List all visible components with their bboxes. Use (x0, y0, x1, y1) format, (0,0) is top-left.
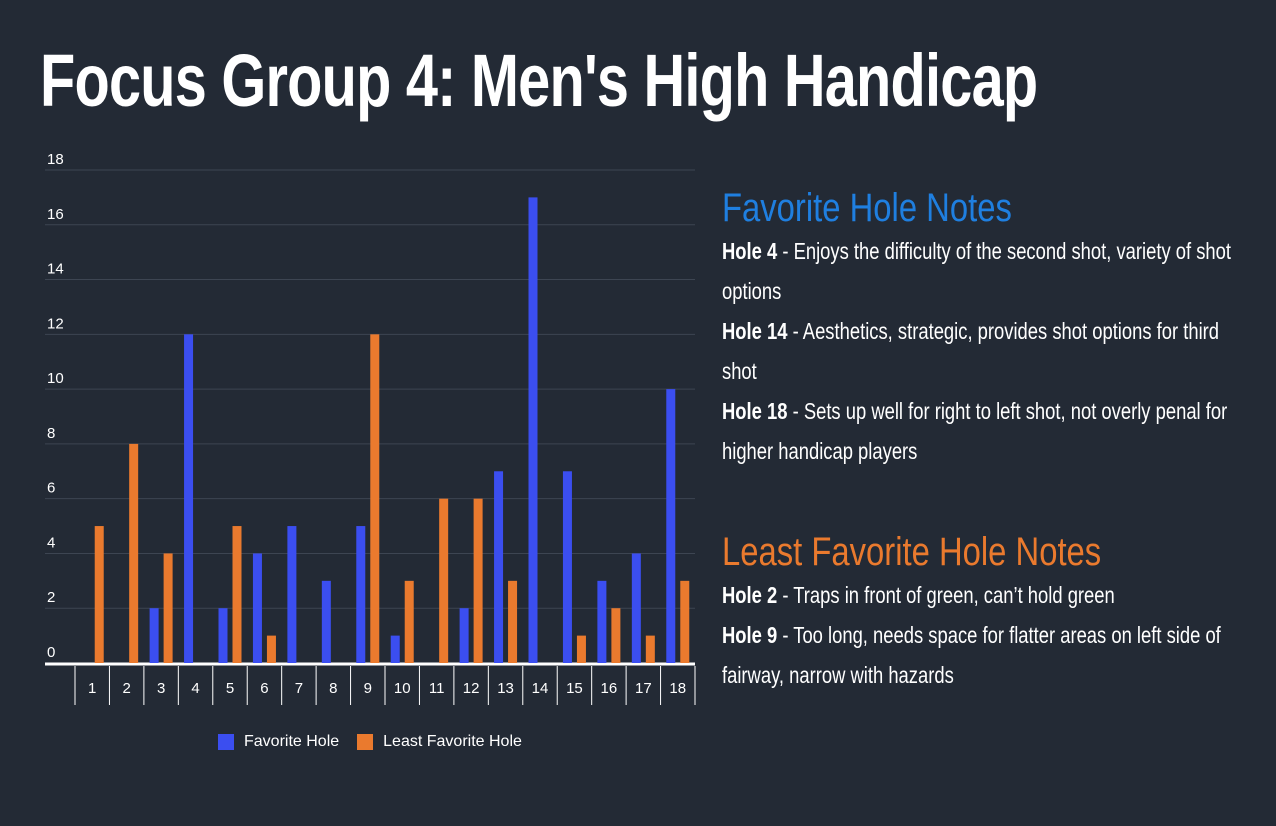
bar-favorite-hole-3 (149, 608, 159, 663)
favorite-note-hole-18: Hole 18 - Sets up well for right to left… (722, 391, 1258, 471)
x-tick-label: 4 (191, 680, 199, 697)
note-hole: Hole 18 (722, 398, 788, 424)
y-tick-label: 18 (47, 151, 64, 168)
y-tick-label: 0 (47, 644, 55, 661)
bar-least-favorite-hole-5 (232, 526, 242, 663)
note-hole: Hole 4 (722, 238, 778, 264)
favorite-note-hole-4: Hole 4 - Enjoys the difficulty of the se… (722, 231, 1258, 311)
bar-favorite-hole-10 (390, 635, 400, 663)
y-tick-label: 12 (47, 315, 64, 332)
legend-swatch-least (357, 734, 374, 750)
bar-favorite-hole-13 (494, 471, 504, 663)
bar-least-favorite-hole-10 (404, 580, 414, 663)
x-tick-label: 5 (226, 680, 234, 697)
x-tick-label: 12 (463, 680, 480, 697)
bar-favorite-hole-8 (321, 580, 331, 663)
x-tick-label: 3 (157, 680, 165, 697)
note-text: - Enjoys the difficulty of the second sh… (722, 238, 1231, 304)
bar-favorite-hole-16 (597, 580, 607, 663)
note-hole: Hole 9 (722, 622, 778, 648)
bar-favorite-hole-15 (562, 471, 572, 663)
y-tick-label: 14 (47, 261, 64, 278)
chart-legend: Favorite Hole Least Favorite Hole (218, 733, 540, 751)
bar-least-favorite-hole-2 (129, 443, 139, 663)
legend-label-least: Least Favorite Hole (383, 733, 522, 750)
bar-least-favorite-hole-15 (576, 635, 586, 663)
x-tick-label: 8 (329, 680, 337, 697)
least-favorite-notes: Least Favorite Hole Notes Hole 2 - Traps… (722, 530, 1267, 695)
bar-favorite-hole-17 (631, 553, 641, 663)
bar-favorite-hole-12 (459, 608, 469, 663)
bar-least-favorite-hole-3 (163, 553, 173, 663)
bar-least-favorite-hole-1 (94, 526, 104, 663)
favorite-note-hole-14: Hole 14 - Aesthetics, strategic, provide… (722, 311, 1258, 391)
y-tick-label: 8 (47, 425, 55, 442)
x-tick-label: 7 (295, 680, 303, 697)
x-tick-label: 18 (669, 680, 686, 697)
bar-least-favorite-hole-13 (508, 580, 518, 663)
x-tick-label: 16 (601, 680, 618, 697)
bar-favorite-hole-7 (287, 526, 297, 663)
bar-favorite-hole-9 (356, 526, 366, 663)
favorite-notes-heading: Favorite Hole Notes (722, 186, 1012, 230)
bar-least-favorite-hole-18 (680, 580, 690, 663)
x-tick-label: 2 (122, 680, 130, 697)
y-tick-label: 2 (47, 589, 55, 606)
y-tick-label: 4 (47, 534, 55, 551)
note-text: - Sets up well for right to left shot, n… (722, 398, 1228, 464)
y-tick-label: 6 (47, 480, 55, 497)
bar-least-favorite-hole-12 (473, 498, 483, 663)
bar-least-favorite-hole-11 (439, 498, 449, 663)
x-tick-label: 15 (566, 680, 583, 697)
bar-least-favorite-hole-17 (645, 635, 655, 663)
x-tick-label: 1 (88, 680, 96, 697)
bar-favorite-hole-18 (666, 389, 676, 663)
bar-least-favorite-hole-9 (370, 334, 380, 663)
x-tick-label: 9 (364, 680, 372, 697)
legend-swatch-favorite (218, 734, 234, 750)
bar-least-favorite-hole-6 (266, 635, 276, 663)
legend-favorite: Favorite Hole (218, 733, 339, 751)
x-tick-label: 11 (429, 680, 445, 697)
least-note-hole-9: Hole 9 - Too long, needs space for flatt… (722, 615, 1258, 695)
note-hole: Hole 14 (722, 318, 788, 344)
note-text: - Traps in front of green, can’t hold gr… (777, 582, 1115, 608)
bar-favorite-hole-4 (184, 334, 194, 663)
legend-least: Least Favorite Hole (357, 733, 522, 751)
bar-favorite-hole-14 (528, 197, 538, 663)
x-tick-label: 6 (260, 680, 268, 697)
note-text: - Aesthetics, strategic, provides shot o… (722, 318, 1220, 384)
least-notes-heading: Least Favorite Hole Notes (722, 530, 1102, 574)
y-tick-label: 16 (47, 206, 64, 223)
favorite-notes: Favorite Hole Notes Hole 4 - Enjoys the … (722, 186, 1267, 471)
bar-least-favorite-hole-16 (611, 608, 621, 663)
x-tick-label: 14 (532, 680, 549, 697)
x-tick-label: 17 (635, 680, 652, 697)
note-hole: Hole 2 (722, 582, 778, 608)
page-title: Focus Group 4: Men's High Handicap (40, 39, 1038, 122)
note-text: - Too long, needs space for flatter area… (722, 622, 1221, 688)
least-note-hole-2: Hole 2 - Traps in front of green, can’t … (722, 575, 1258, 615)
x-tick-label: 13 (497, 680, 514, 697)
y-tick-label: 10 (47, 370, 64, 387)
bar-favorite-hole-6 (252, 553, 262, 663)
bar-favorite-hole-5 (218, 608, 228, 663)
x-tick-label: 10 (394, 680, 411, 697)
legend-label-favorite: Favorite Hole (244, 733, 340, 750)
